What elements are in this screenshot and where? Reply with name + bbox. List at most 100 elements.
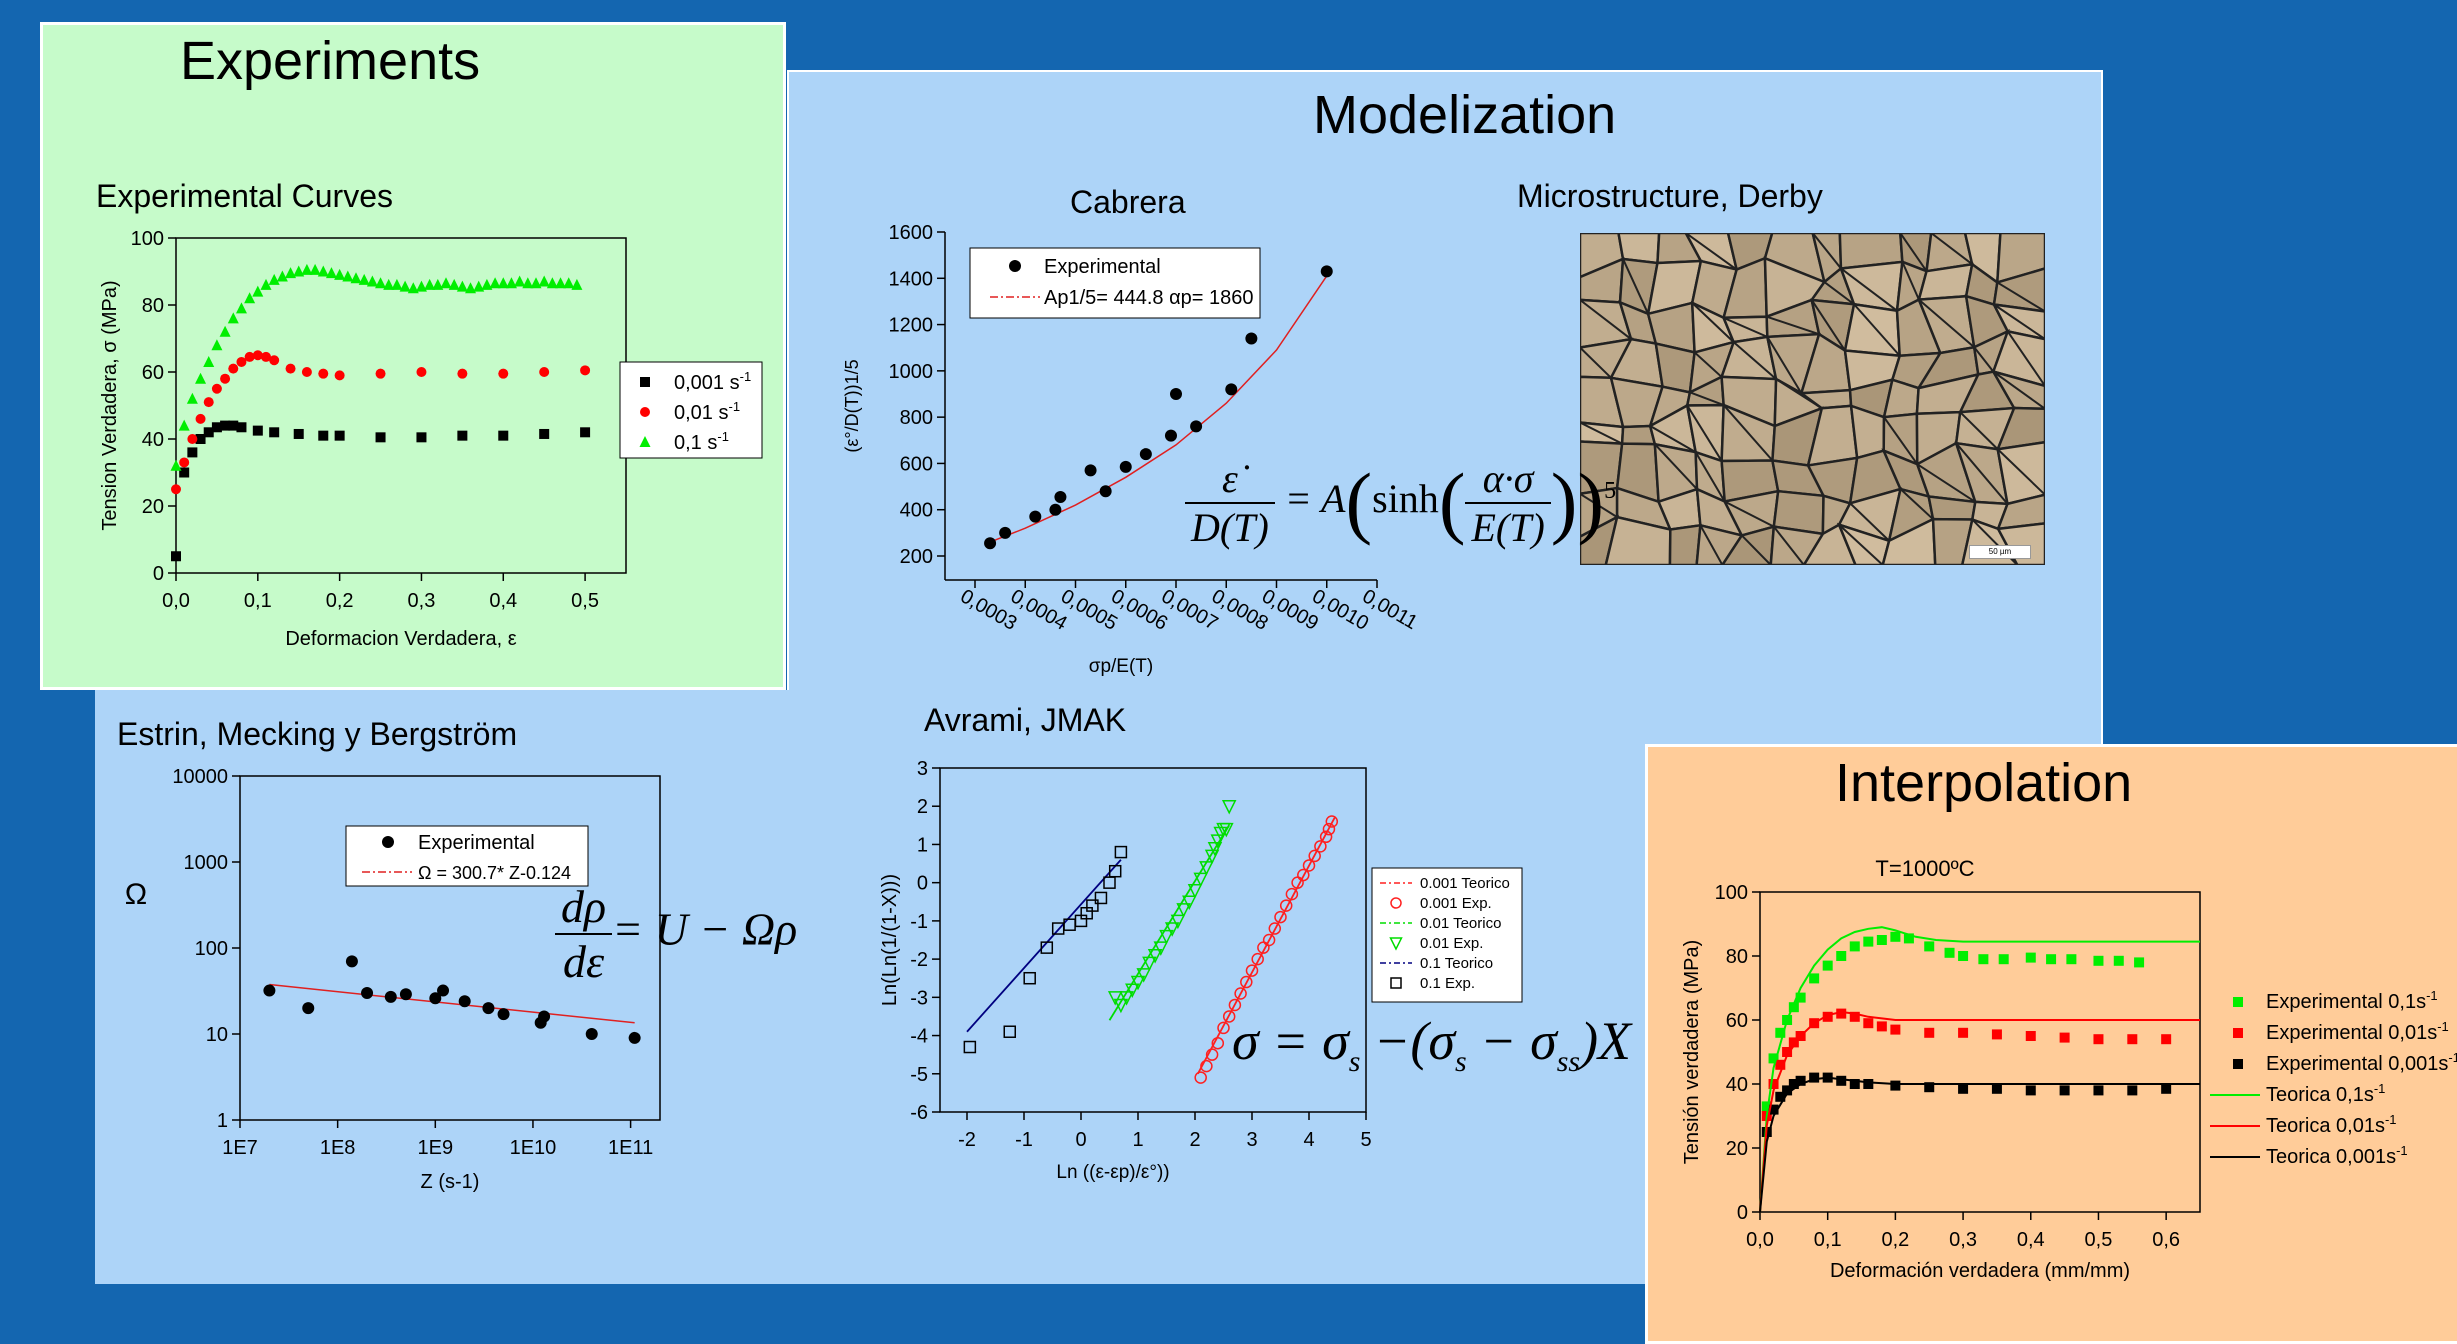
avr-y-tick-label: 0	[917, 873, 928, 895]
avr-point	[1228, 998, 1242, 1012]
int-point	[2059, 1085, 2070, 1096]
exp-point	[432, 278, 444, 290]
est-point	[263, 984, 276, 997]
exp-x-tick-label: 0,4	[489, 590, 517, 612]
experiments-panel	[40, 22, 786, 690]
cab-y-tick-label: 1400	[889, 268, 934, 290]
exp-point	[580, 365, 591, 376]
avr-x-axis-label: Ln ((ε-εp)/ε°))	[1056, 1162, 1169, 1183]
avr-legend-label: 0.1 Exp.	[1420, 975, 1475, 992]
exp-point	[366, 275, 378, 287]
exp-y-tick-label: 60	[142, 362, 164, 384]
avr-x-tick-label: 1	[1132, 1129, 1143, 1151]
exp-point	[563, 277, 575, 289]
int-point	[1775, 1059, 1786, 1070]
avr-point	[1094, 891, 1108, 905]
avr-legend-label: 0.1 Teorico	[1420, 955, 1493, 972]
cab-legend-label: Experimental	[1044, 256, 1161, 278]
int-x-tick-label: 0,5	[2085, 1229, 2113, 1251]
avr-x-tick-label: 0	[1075, 1129, 1086, 1151]
avrami-title: Avrami, JMAK	[924, 702, 1127, 738]
eq-rate-num: ε̇	[1185, 455, 1275, 504]
exp-point	[456, 280, 468, 292]
int-point	[2134, 957, 2145, 968]
avr-y-tick-label: 2	[917, 796, 928, 818]
cab-x-tick-label: 0,0009	[1258, 585, 1322, 635]
avr-point	[1308, 849, 1321, 863]
exp-point	[489, 277, 501, 289]
int-point	[2025, 952, 2036, 963]
int-point	[1768, 1079, 1779, 1089]
exp-point	[448, 278, 460, 290]
cab-x-axis-label: σp/E(T)	[1089, 656, 1154, 677]
avr-point	[1302, 859, 1316, 872]
cab-legend-marker	[1009, 260, 1021, 272]
avr-point	[1205, 1048, 1219, 1061]
int-x-tick-label: 0,1	[1814, 1229, 1842, 1251]
avrami-equation: σ = σs −(σs − σss)X	[1232, 1010, 1631, 1079]
exp-x-axis-label: Deformacion Verdadera, ε	[285, 628, 516, 650]
exp-point	[220, 373, 231, 384]
int-point	[2093, 1085, 2104, 1096]
int-point	[1836, 1075, 1847, 1086]
exp-point	[580, 427, 591, 438]
avr-point	[1119, 991, 1134, 1006]
avr-point	[1274, 910, 1287, 924]
exp-point	[276, 270, 288, 282]
int-point	[1822, 1011, 1833, 1022]
estrin-title: Estrin, Mecking y Bergström	[117, 716, 518, 752]
cab-x-tick-label: 0,0011	[1359, 585, 1422, 634]
exp-point	[350, 272, 362, 284]
avr-x-tick-label: 2	[1189, 1129, 1200, 1151]
cab-point	[1170, 388, 1182, 400]
avr-point	[1003, 1025, 1016, 1038]
exp-point	[505, 277, 517, 289]
avr-point	[1114, 845, 1128, 859]
int-point	[2059, 1032, 2070, 1043]
cab-point	[1054, 490, 1067, 503]
int-point	[1836, 1008, 1847, 1019]
int-teorica-line	[1759, 1076, 2200, 1213]
experiments-title: Experiments	[180, 31, 481, 91]
avr-x-tick-label: 5	[1360, 1129, 1371, 1151]
eq-sinh: sinh	[1372, 476, 1439, 522]
avr-point	[1187, 884, 1203, 899]
int-point	[1822, 960, 1833, 971]
int-point	[1768, 1104, 1779, 1115]
exp-y-tick-label: 80	[142, 295, 164, 317]
exp-point	[252, 425, 263, 436]
est-point	[497, 1008, 510, 1021]
exp-point	[252, 285, 264, 297]
int-point	[1849, 941, 1860, 952]
avr-y-tick-label: -3	[910, 987, 928, 1009]
exp-point	[318, 368, 329, 379]
exp-point	[416, 432, 427, 443]
scale-bar: 50 µm	[1969, 545, 2031, 559]
int-point	[1782, 1085, 1793, 1096]
exp-y-tick-label: 100	[131, 228, 164, 250]
est-point	[345, 955, 358, 968]
avr-point	[1194, 1071, 1207, 1084]
eq-exponent: 5	[1604, 477, 1617, 504]
exp-point	[424, 278, 436, 290]
int-chart-title: T=1000ºC	[1875, 856, 1974, 881]
exp-legend-marker	[639, 436, 651, 447]
avr-point	[1164, 922, 1180, 937]
est-legend-marker	[382, 836, 394, 848]
avr-point	[1285, 887, 1299, 901]
exp-point	[219, 325, 231, 337]
cab-x-tick-label: 0,0006	[1107, 585, 1171, 635]
cab-y-tick-label: 400	[900, 500, 933, 522]
int-point	[2093, 1034, 2104, 1045]
eq-inner-num: α·σ	[1465, 455, 1551, 504]
cab-x-tick-label: 0,0005	[1057, 585, 1121, 635]
eq-sigma-mid: −(σ	[1360, 1011, 1455, 1071]
int-point	[1944, 947, 1955, 958]
exp-point	[236, 356, 247, 367]
cab-legend-box	[969, 247, 1261, 319]
avr-y-tick-label: -5	[910, 1064, 928, 1086]
avr-point	[1222, 1010, 1236, 1023]
avr-point	[1107, 991, 1123, 1006]
avr-point	[1200, 1059, 1213, 1073]
int-point	[1978, 954, 1989, 965]
